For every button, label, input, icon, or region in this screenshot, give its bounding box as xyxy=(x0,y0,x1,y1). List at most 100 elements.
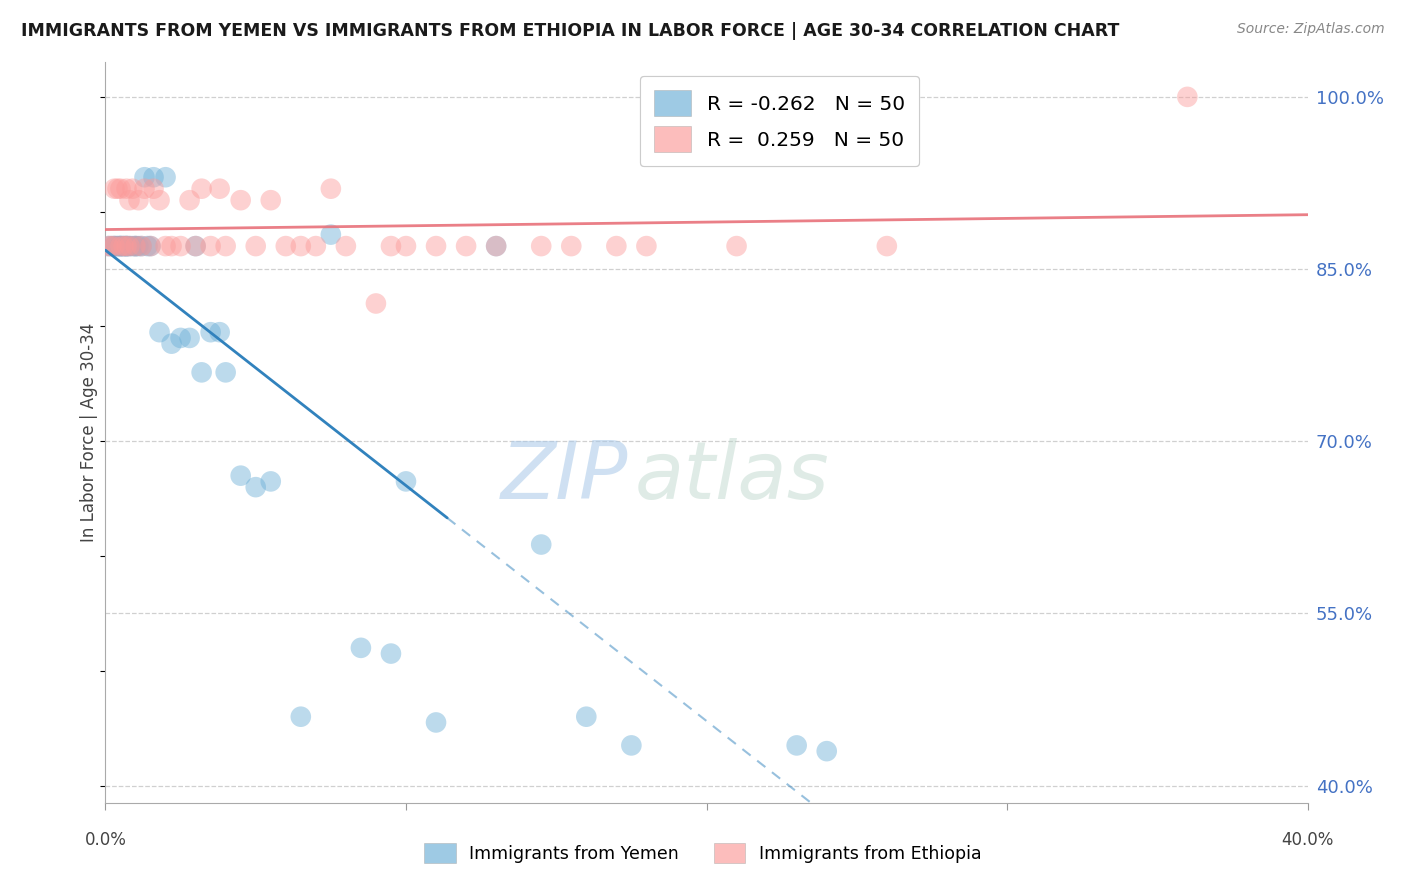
Point xyxy=(229,193,252,207)
Point xyxy=(139,239,162,253)
Point xyxy=(208,325,231,339)
Point xyxy=(245,480,267,494)
Point xyxy=(142,170,165,185)
Point xyxy=(290,239,312,253)
Point xyxy=(100,239,122,253)
Point xyxy=(110,239,132,253)
Point xyxy=(395,475,418,489)
Point xyxy=(260,475,283,489)
Point xyxy=(169,331,191,345)
Point xyxy=(115,239,138,253)
Point xyxy=(305,239,328,253)
Text: ZIP: ZIP xyxy=(501,438,628,516)
Point xyxy=(134,170,156,185)
Point xyxy=(179,331,201,345)
Point xyxy=(110,239,132,253)
Text: atlas: atlas xyxy=(634,438,830,516)
Point xyxy=(319,182,342,196)
Point xyxy=(115,239,138,253)
Point xyxy=(605,239,627,253)
Point xyxy=(124,239,146,253)
Point xyxy=(485,239,508,253)
Point xyxy=(335,239,357,253)
Point xyxy=(425,715,447,730)
Point xyxy=(245,239,267,253)
Point xyxy=(350,640,373,655)
Point xyxy=(214,365,236,379)
Point xyxy=(107,239,129,253)
Point xyxy=(112,239,135,253)
Point xyxy=(319,227,342,242)
Point xyxy=(560,239,582,253)
Point xyxy=(128,193,150,207)
Point xyxy=(454,239,477,253)
Point xyxy=(107,239,129,253)
Point xyxy=(139,239,162,253)
Point xyxy=(110,239,132,253)
Point xyxy=(190,182,212,196)
Point xyxy=(110,239,132,253)
Point xyxy=(208,182,231,196)
Point xyxy=(380,239,402,253)
Point xyxy=(876,239,898,253)
Point xyxy=(786,739,808,753)
Point xyxy=(169,239,191,253)
Text: Source: ZipAtlas.com: Source: ZipAtlas.com xyxy=(1237,22,1385,37)
Point xyxy=(112,239,135,253)
Point xyxy=(290,709,312,723)
Point xyxy=(395,239,418,253)
Point xyxy=(274,239,297,253)
Point xyxy=(190,365,212,379)
Point xyxy=(425,239,447,253)
Point xyxy=(160,336,183,351)
Point xyxy=(103,239,125,253)
Point xyxy=(155,170,177,185)
Point xyxy=(118,239,141,253)
Point xyxy=(636,239,658,253)
Point xyxy=(575,709,598,723)
Point xyxy=(380,647,402,661)
Point xyxy=(118,193,141,207)
Point xyxy=(184,239,207,253)
Point xyxy=(136,239,159,253)
Point xyxy=(364,296,387,310)
Point xyxy=(530,537,553,551)
Point xyxy=(103,239,125,253)
Point xyxy=(103,182,125,196)
Point xyxy=(100,239,122,253)
Point xyxy=(97,239,120,253)
Text: IMMIGRANTS FROM YEMEN VS IMMIGRANTS FROM ETHIOPIA IN LABOR FORCE | AGE 30-34 COR: IMMIGRANTS FROM YEMEN VS IMMIGRANTS FROM… xyxy=(21,22,1119,40)
Point xyxy=(124,239,146,253)
Point xyxy=(131,239,153,253)
Point xyxy=(128,239,150,253)
Point xyxy=(124,239,146,253)
Point xyxy=(121,182,143,196)
Point xyxy=(184,239,207,253)
Point xyxy=(530,239,553,253)
Point xyxy=(115,239,138,253)
Point xyxy=(134,182,156,196)
Point xyxy=(160,239,183,253)
Point xyxy=(121,239,143,253)
Point xyxy=(115,182,138,196)
Point xyxy=(107,182,129,196)
Point xyxy=(179,193,201,207)
Point xyxy=(260,193,283,207)
Point xyxy=(115,239,138,253)
Point xyxy=(214,239,236,253)
Point xyxy=(97,239,120,253)
Point xyxy=(155,239,177,253)
Point xyxy=(110,182,132,196)
Legend: Immigrants from Yemen, Immigrants from Ethiopia: Immigrants from Yemen, Immigrants from E… xyxy=(418,836,988,870)
Point xyxy=(725,239,748,253)
Text: 0.0%: 0.0% xyxy=(84,831,127,849)
Point xyxy=(118,239,141,253)
Point xyxy=(131,239,153,253)
Point xyxy=(112,239,135,253)
Point xyxy=(200,325,222,339)
Point xyxy=(148,193,170,207)
Point xyxy=(229,468,252,483)
Point xyxy=(815,744,838,758)
Point xyxy=(1175,90,1198,104)
Point xyxy=(200,239,222,253)
